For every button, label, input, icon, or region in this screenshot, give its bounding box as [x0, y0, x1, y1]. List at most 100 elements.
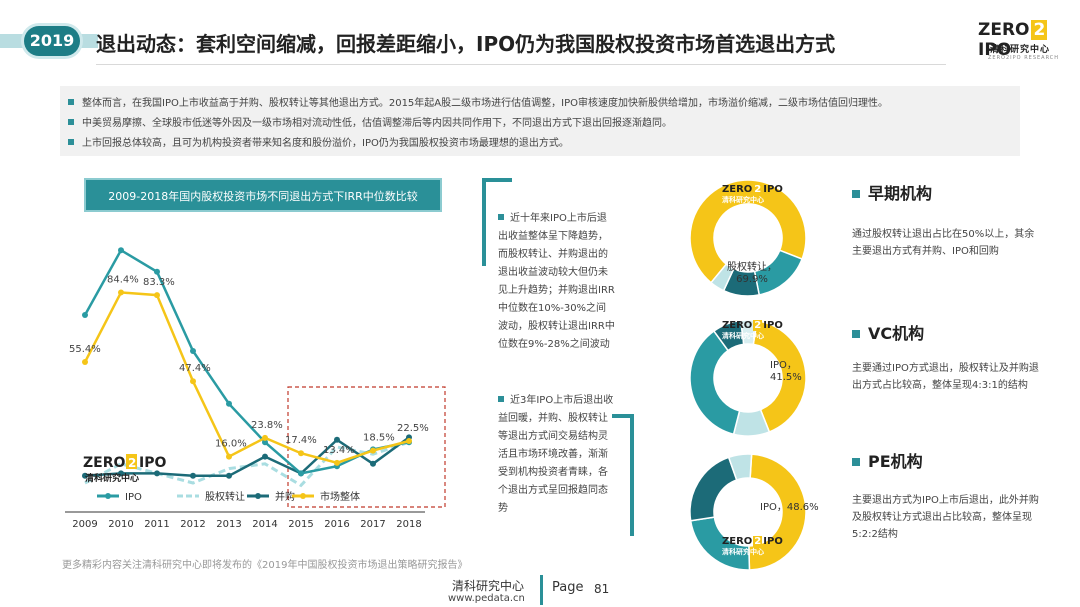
donut-slice — [739, 319, 758, 346]
legend-label: 并购 — [275, 490, 295, 503]
x-tick-label: 2010 — [108, 519, 133, 530]
note-item: 近十年来IPO上市后退出收益整体呈下降趋势，而股权转让、并购退出的退出收益波动较… — [498, 213, 615, 350]
legend-label: 股权转让 — [205, 490, 245, 503]
svg-text:ZERO: ZERO — [83, 455, 125, 471]
footer-page-number: 81 — [594, 582, 610, 596]
series-point — [262, 434, 268, 441]
donut-pe-label: IPO，48.6% — [760, 502, 819, 513]
donut-logo: ZERO 2 IPO 清科研究中心 — [722, 320, 783, 340]
logo-english-name: ZERO2IPO RESEARCH — [988, 55, 1060, 61]
legend-marker — [300, 493, 306, 499]
series-point — [370, 460, 376, 467]
series-point — [82, 359, 88, 366]
svg-text:IPO: IPO — [139, 455, 166, 471]
data-label: 18.5% — [363, 433, 395, 444]
footer-org: 清科研究中心 — [452, 579, 525, 593]
x-tick-label: 2009 — [72, 519, 97, 530]
svg-text:2: 2 — [128, 456, 136, 470]
footer-url[interactable]: www.pedata.cn — [448, 593, 525, 604]
donut-logo: ZERO 2 IPO 清科研究中心 — [722, 536, 783, 556]
bullet-square-icon — [68, 139, 74, 145]
legend-item: 并购 — [247, 490, 295, 503]
x-tick-label: 2016 — [324, 519, 349, 530]
bullet-square-icon — [68, 119, 74, 125]
year-badge: 2019 — [24, 26, 80, 56]
x-tick-layer: 2009 2010 2011 2012 2013 2014 2015 2016 2017 2018 — [72, 519, 421, 530]
bullet-square-icon — [852, 330, 860, 338]
donut-slice — [689, 456, 738, 522]
series-point — [226, 400, 232, 407]
series-point — [154, 470, 160, 477]
data-label: 55.4% — [69, 344, 101, 355]
data-label: 17.4% — [285, 435, 317, 446]
brand-logo: ZERO 2 IPO — [978, 20, 1080, 60]
footer-page-label: Page — [552, 580, 584, 595]
summary-item: 中美贸易摩擦、全球股市低迷等外因及一级市场相对流动性低，估值调整滞后等内因共同作… — [68, 114, 672, 129]
legend-item: IPO — [97, 492, 142, 503]
series-line-3 — [83, 291, 410, 465]
data-label: 22.5% — [397, 423, 429, 434]
x-tick-label: 2015 — [288, 519, 313, 530]
donut-logo: ZERO 2 IPO 清科研究中心 — [722, 184, 783, 204]
highlight-dashed-box — [287, 386, 446, 508]
data-label: 47.4% — [179, 363, 211, 374]
chart-title: 2009-2018年国内股权投资市场不同退出方式下IRR中位数比较 — [84, 178, 442, 212]
logo-mark: 2 — [1031, 20, 1048, 40]
series-point — [82, 472, 88, 479]
notes-bracket — [482, 178, 634, 536]
series-point — [406, 438, 412, 444]
series-point — [298, 470, 304, 477]
summary-item: 上市回报总体较高，且可为机构投资者带来知名度和股份溢价，IPO仍为我国股权投资市… — [68, 134, 569, 149]
series-layer — [82, 247, 412, 488]
bullet-square-icon — [68, 99, 74, 105]
section-desc-vc: 主要通过IPO方式退出，股权转让及并购退出方式占比较高，整体呈现4:3:1的结构 — [852, 363, 1039, 391]
chart-legend: IPO 股权转让 并购 市场整体 — [97, 490, 360, 503]
series-point — [262, 439, 268, 446]
legend-marker — [105, 493, 111, 499]
series-point — [154, 268, 160, 275]
summary-box: 整体而言，在我国IPO上市收益高于并购、股权转让等其他退出方式。2015年起A股… — [60, 86, 1020, 156]
series-point — [226, 453, 232, 460]
series-point — [190, 378, 196, 385]
donut-pe — [689, 453, 807, 571]
x-tick-label: 2018 — [396, 519, 421, 530]
data-label: 16.0% — [215, 439, 247, 450]
donut-slice — [689, 330, 741, 436]
donut-vc-label: IPO， 41.5% — [770, 360, 802, 383]
series-point — [118, 470, 124, 477]
section-title-pe: PE机构 — [852, 448, 923, 472]
bullet-square-icon — [852, 190, 860, 198]
data-label: 84.4% — [107, 274, 139, 285]
series-line-2 — [84, 436, 410, 478]
section-title-early: 早期机构 — [852, 180, 932, 204]
bullet-square-icon — [498, 214, 504, 220]
x-tick-label: 2011 — [144, 519, 169, 530]
legend-item: 股权转让 — [177, 490, 245, 503]
footer-separator — [540, 575, 543, 605]
donut-slice — [752, 319, 807, 433]
donut-vc — [689, 319, 807, 437]
footer-note: 更多精彩内容关注清科研究中心即将发布的《2019年中国股权投资市场退出策略研究报… — [62, 560, 468, 571]
donut-early — [689, 179, 807, 297]
series-point — [190, 348, 196, 354]
series-point — [262, 453, 268, 460]
section-title-vc: VC机构 — [852, 320, 924, 344]
legend-label: 市场整体 — [320, 490, 360, 503]
header-divider — [96, 64, 946, 65]
donut-slice — [748, 453, 807, 571]
section-desc-early: 通过股权转让退出占比在50%以上，其余主要退出方式有并购、IPO和回购 — [852, 229, 1035, 257]
donut-slice — [709, 263, 735, 292]
x-tick-label: 2014 — [252, 519, 277, 530]
svg-text:清科研究中心: 清科研究中心 — [85, 472, 139, 484]
section-desc-pe: 主要退出方式为IPO上市后退出，此外并购及股权转让方式退出占比较高，整体呈现5:… — [852, 495, 1039, 540]
series-point — [226, 472, 232, 479]
series-point — [154, 292, 160, 299]
bullet-square-icon — [852, 458, 860, 466]
series-point — [298, 450, 304, 457]
data-label: 83.3% — [143, 277, 175, 288]
page-title: 退出动态：套利空间缩减，回报差距缩小，IPO仍为我国股权投资市场首选退出方式 — [96, 32, 836, 56]
logo-left-text: ZERO — [978, 20, 1030, 40]
legend-label: IPO — [125, 492, 142, 503]
series-point — [118, 247, 124, 254]
irr-line-chart: 55.4% 84.4% 83.3% 47.4% 16.0% 23.8%17.4% 13.4%… — [65, 247, 446, 530]
